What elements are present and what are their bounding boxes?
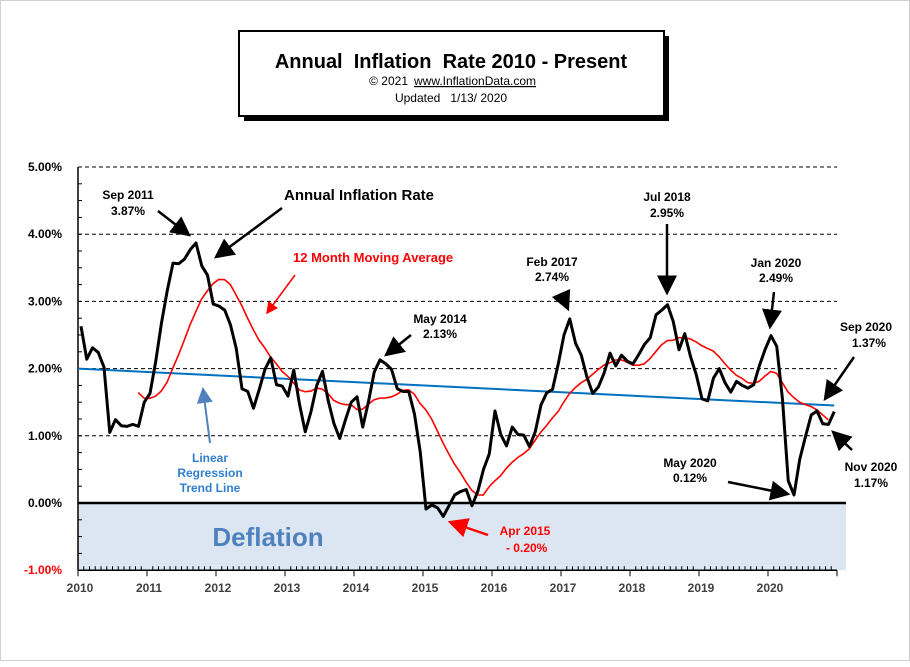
x-tick-label: 2013 — [274, 581, 301, 595]
jan2020-value: 2.49% — [759, 271, 793, 285]
trend-label-line1: Linear — [192, 451, 228, 465]
x-tick-label: 2018 — [619, 581, 646, 595]
may2014-arrow — [386, 335, 411, 355]
ma-label-arrow — [267, 275, 295, 313]
y-tick-label: -1.00% — [24, 563, 62, 577]
sep2020-value: 1.37% — [852, 336, 886, 350]
y-tick-label: 5.00% — [28, 160, 62, 174]
x-tick-label: 2016 — [481, 581, 508, 595]
may2014-value: 2.13% — [423, 327, 457, 341]
may2020-arrow — [728, 482, 788, 494]
y-tick-label: 2.00% — [28, 362, 62, 376]
plot-area: Deflation 5.00% 4.00% 3.00% 2.00% 1.00% 0.00% -… — [24, 160, 846, 595]
may2020-value: 0.12% — [673, 471, 707, 485]
y-tick-label: 1.00% — [28, 429, 62, 443]
x-tick-label: 2014 — [343, 581, 370, 595]
jul2018-date: Jul 2018 — [643, 190, 691, 204]
jan2020-date: Jan 2020 — [751, 256, 802, 270]
apr2015-date: Apr 2015 — [500, 524, 551, 538]
x-tick-label: 2017 — [550, 581, 577, 595]
series-label-arrow — [216, 208, 282, 257]
trend-label-line3: Trend Line — [180, 481, 241, 495]
sep2020-date: Sep 2020 — [840, 320, 892, 334]
nov2020-arrow — [833, 432, 852, 450]
ma-label: 12 Month Moving Average — [293, 250, 453, 265]
copyright: © 2021 — [369, 74, 408, 88]
y-tick-label: 0.00% — [28, 496, 62, 510]
sep2011-value: 3.87% — [111, 204, 145, 218]
jul2018-value: 2.95% — [650, 206, 684, 220]
y-tick-label: 3.00% — [28, 294, 62, 308]
chart-title: Annual Inflation Rate 2010 - Present — [275, 51, 628, 73]
nov2020-value: 1.17% — [854, 476, 888, 490]
sep2020-arrow — [825, 357, 854, 399]
deflation-label: Deflation — [212, 522, 323, 552]
x-tick-label: 2010 — [67, 581, 94, 595]
site-link[interactable]: www.InflationData.com — [413, 74, 536, 88]
x-tick-label: 2020 — [757, 581, 784, 595]
updated-date: Updated 1/13/ 2020 — [395, 91, 507, 105]
feb2017-value: 2.74% — [535, 270, 569, 284]
title-box: Annual Inflation Rate 2010 - Present © 2… — [239, 31, 669, 121]
jan2020-arrow — [770, 292, 774, 327]
deflation-region — [78, 503, 846, 570]
may2020-date: May 2020 — [663, 456, 717, 470]
apr2015-value: - 0.20% — [503, 541, 548, 555]
sep2011-date: Sep 2011 — [102, 188, 154, 202]
y-tick-label: 4.00% — [28, 227, 62, 241]
x-tick-label: 2011 — [136, 581, 162, 595]
x-tick-label: 2012 — [205, 581, 232, 595]
x-tick-label: 2019 — [688, 581, 715, 595]
x-tick-label: 2015 — [412, 581, 439, 595]
trend-label-arrow — [203, 389, 210, 443]
may2014-date: May 2014 — [413, 312, 467, 326]
series-label: Annual Inflation Rate — [284, 187, 434, 204]
feb2017-date: Feb 2017 — [526, 255, 578, 269]
trend-label-line2: Regression — [177, 466, 242, 480]
nov2020-date: Nov 2020 — [845, 460, 898, 474]
sep2011-arrow — [158, 211, 189, 235]
